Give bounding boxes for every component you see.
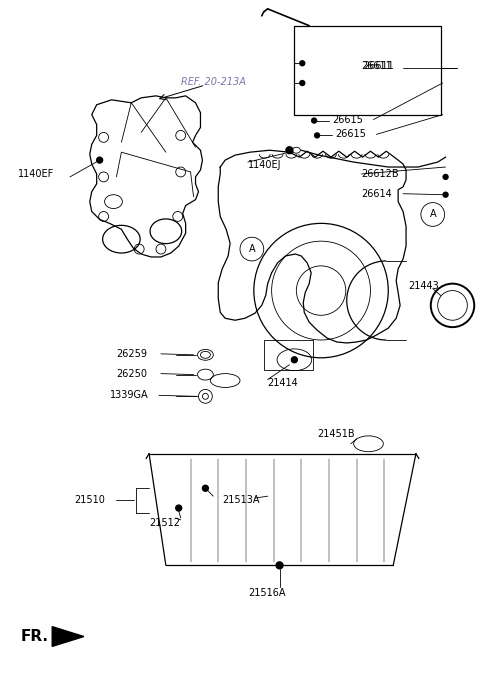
Circle shape (443, 175, 448, 180)
Circle shape (96, 157, 103, 163)
Text: 26611: 26611 (363, 61, 394, 71)
Text: 21516A: 21516A (248, 588, 286, 598)
Bar (264, 340, 313, 370)
Text: 21512: 21512 (149, 518, 180, 528)
Bar (294, 26, 441, 115)
Circle shape (276, 562, 283, 569)
Circle shape (203, 486, 208, 491)
Text: FR.: FR. (21, 629, 48, 644)
Text: 21414: 21414 (268, 377, 299, 388)
Circle shape (300, 61, 305, 66)
Text: 21443: 21443 (408, 281, 439, 290)
Text: 26611: 26611 (361, 61, 392, 71)
Circle shape (176, 505, 182, 511)
Circle shape (291, 357, 297, 362)
Text: 21510: 21510 (74, 495, 105, 505)
Circle shape (286, 147, 293, 154)
Text: 26259: 26259 (117, 349, 147, 359)
Text: 26250: 26250 (117, 369, 147, 379)
Text: 26612B: 26612B (361, 169, 399, 179)
Text: 26614: 26614 (361, 189, 392, 199)
Circle shape (300, 80, 305, 86)
Text: 1140EF: 1140EF (18, 169, 54, 179)
Text: A: A (249, 244, 255, 254)
Text: 1339GA: 1339GA (109, 390, 148, 401)
Text: 26615: 26615 (335, 129, 366, 139)
Polygon shape (52, 627, 84, 647)
Text: 1140EJ: 1140EJ (248, 160, 281, 170)
Circle shape (312, 118, 317, 123)
Circle shape (443, 192, 448, 197)
Text: 21451B: 21451B (317, 429, 355, 439)
Text: 26615: 26615 (332, 115, 363, 124)
Text: 21513A: 21513A (222, 495, 260, 505)
Text: REF. 20-213A: REF. 20-213A (180, 77, 246, 87)
Text: A: A (430, 209, 436, 220)
Circle shape (314, 133, 320, 138)
